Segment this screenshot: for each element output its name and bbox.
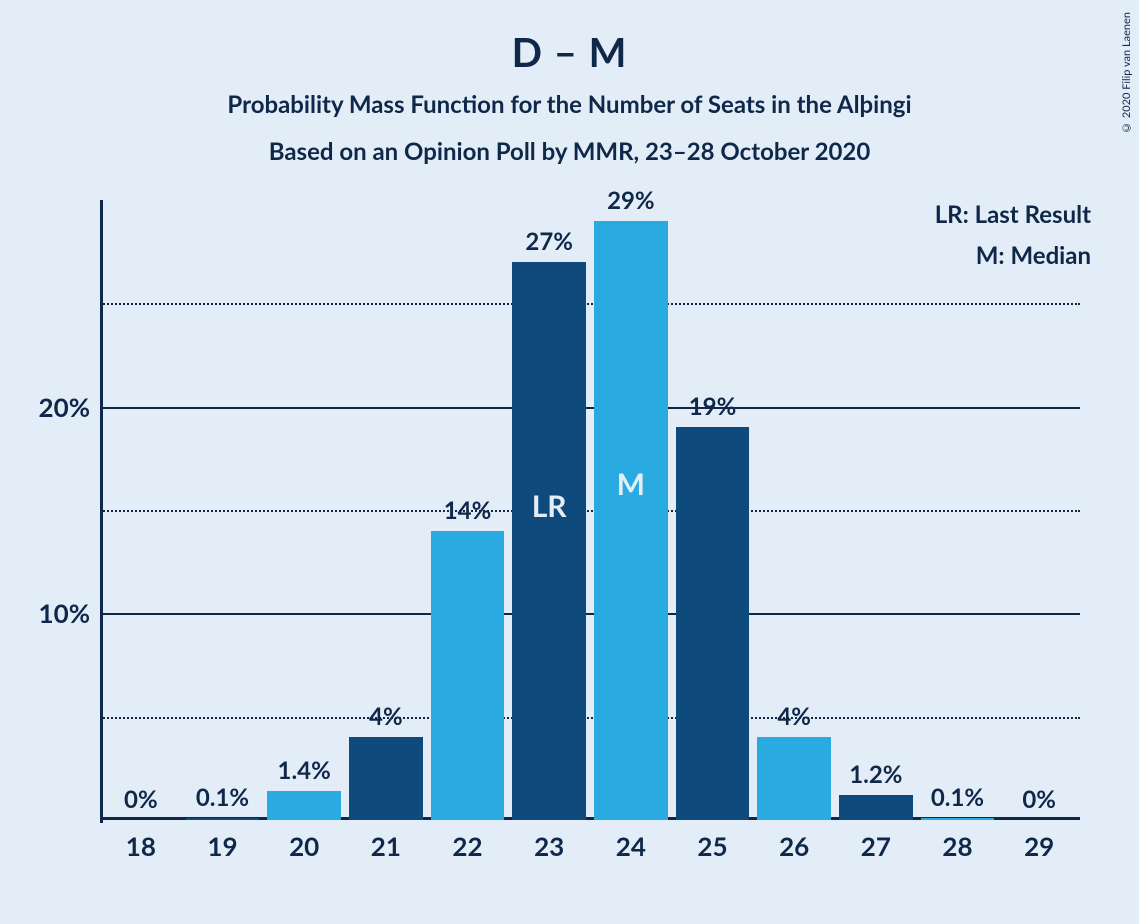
bar-slot: 4%21 [345,200,427,820]
bar-slot: 0.1%28 [917,200,999,820]
x-tick-label: 24 [616,830,646,862]
x-tick-label: 19 [207,830,237,862]
x-tick-label: 22 [452,830,482,862]
bar-slot: 4%26 [753,200,835,820]
bar-value-label: 0.1% [196,783,249,812]
x-tick-label: 25 [697,830,727,862]
bar [676,427,749,820]
bar [839,795,912,820]
bar [757,737,830,820]
bar-value-label: 29% [607,186,655,215]
bar-inner-label: LR [532,488,567,524]
bar-slot: 14%22 [427,200,509,820]
bar-value-label: 1.4% [278,756,331,785]
bar-value-label: 0% [1022,785,1056,814]
chart-title: D – M [0,28,1139,76]
bar [267,791,340,820]
bar [594,221,667,820]
chart-subtitle: Probability Mass Function for the Number… [0,90,1139,119]
x-tick-label: 18 [126,830,156,862]
bar [186,818,259,820]
bar-slot: 1.2%27 [835,200,917,820]
x-tick-label: 26 [779,830,809,862]
bar-slot: 0.1%19 [182,200,264,820]
y-tick-label: 10% [30,597,90,629]
bar-value-label: 0% [124,785,158,814]
x-tick-label: 21 [371,830,401,862]
chart-poll-line: Based on an Opinion Poll by MMR, 23–28 O… [0,137,1139,166]
bar-slot: 19%25 [672,200,754,820]
bar [431,531,504,820]
bar-slot: 0%29 [998,200,1080,820]
chart-area: 10%20% 0%180.1%191.4%204%2114%22LR27%23M… [100,200,1080,820]
bar [512,262,585,820]
x-tick-label: 20 [289,830,319,862]
x-tick-label: 28 [942,830,972,862]
bar-value-label: 4% [369,702,403,731]
x-tick-label: 29 [1024,830,1054,862]
bar-value-label: 27% [525,227,573,256]
bar [921,818,994,820]
y-tick-label: 20% [30,391,90,423]
bar-value-label: 4% [777,702,811,731]
bar-value-label: 1.2% [849,760,902,789]
bar [349,737,422,820]
bar-slot: 0%18 [100,200,182,820]
bar-inner-label: M [617,466,645,502]
bar-value-label: 0.1% [931,783,984,812]
bar-slot: LR27%23 [508,200,590,820]
bar-value-label: 19% [689,392,737,421]
bar-slot: M29%24 [590,200,672,820]
copyright: © 2020 Filip van Laenen [1120,12,1133,134]
bars-container: 0%180.1%191.4%204%2114%22LR27%23M29%2419… [100,200,1080,820]
bar-slot: 1.4%20 [263,200,345,820]
x-tick-label: 27 [861,830,891,862]
bar-value-label: 14% [444,496,492,525]
x-tick-label: 23 [534,830,564,862]
